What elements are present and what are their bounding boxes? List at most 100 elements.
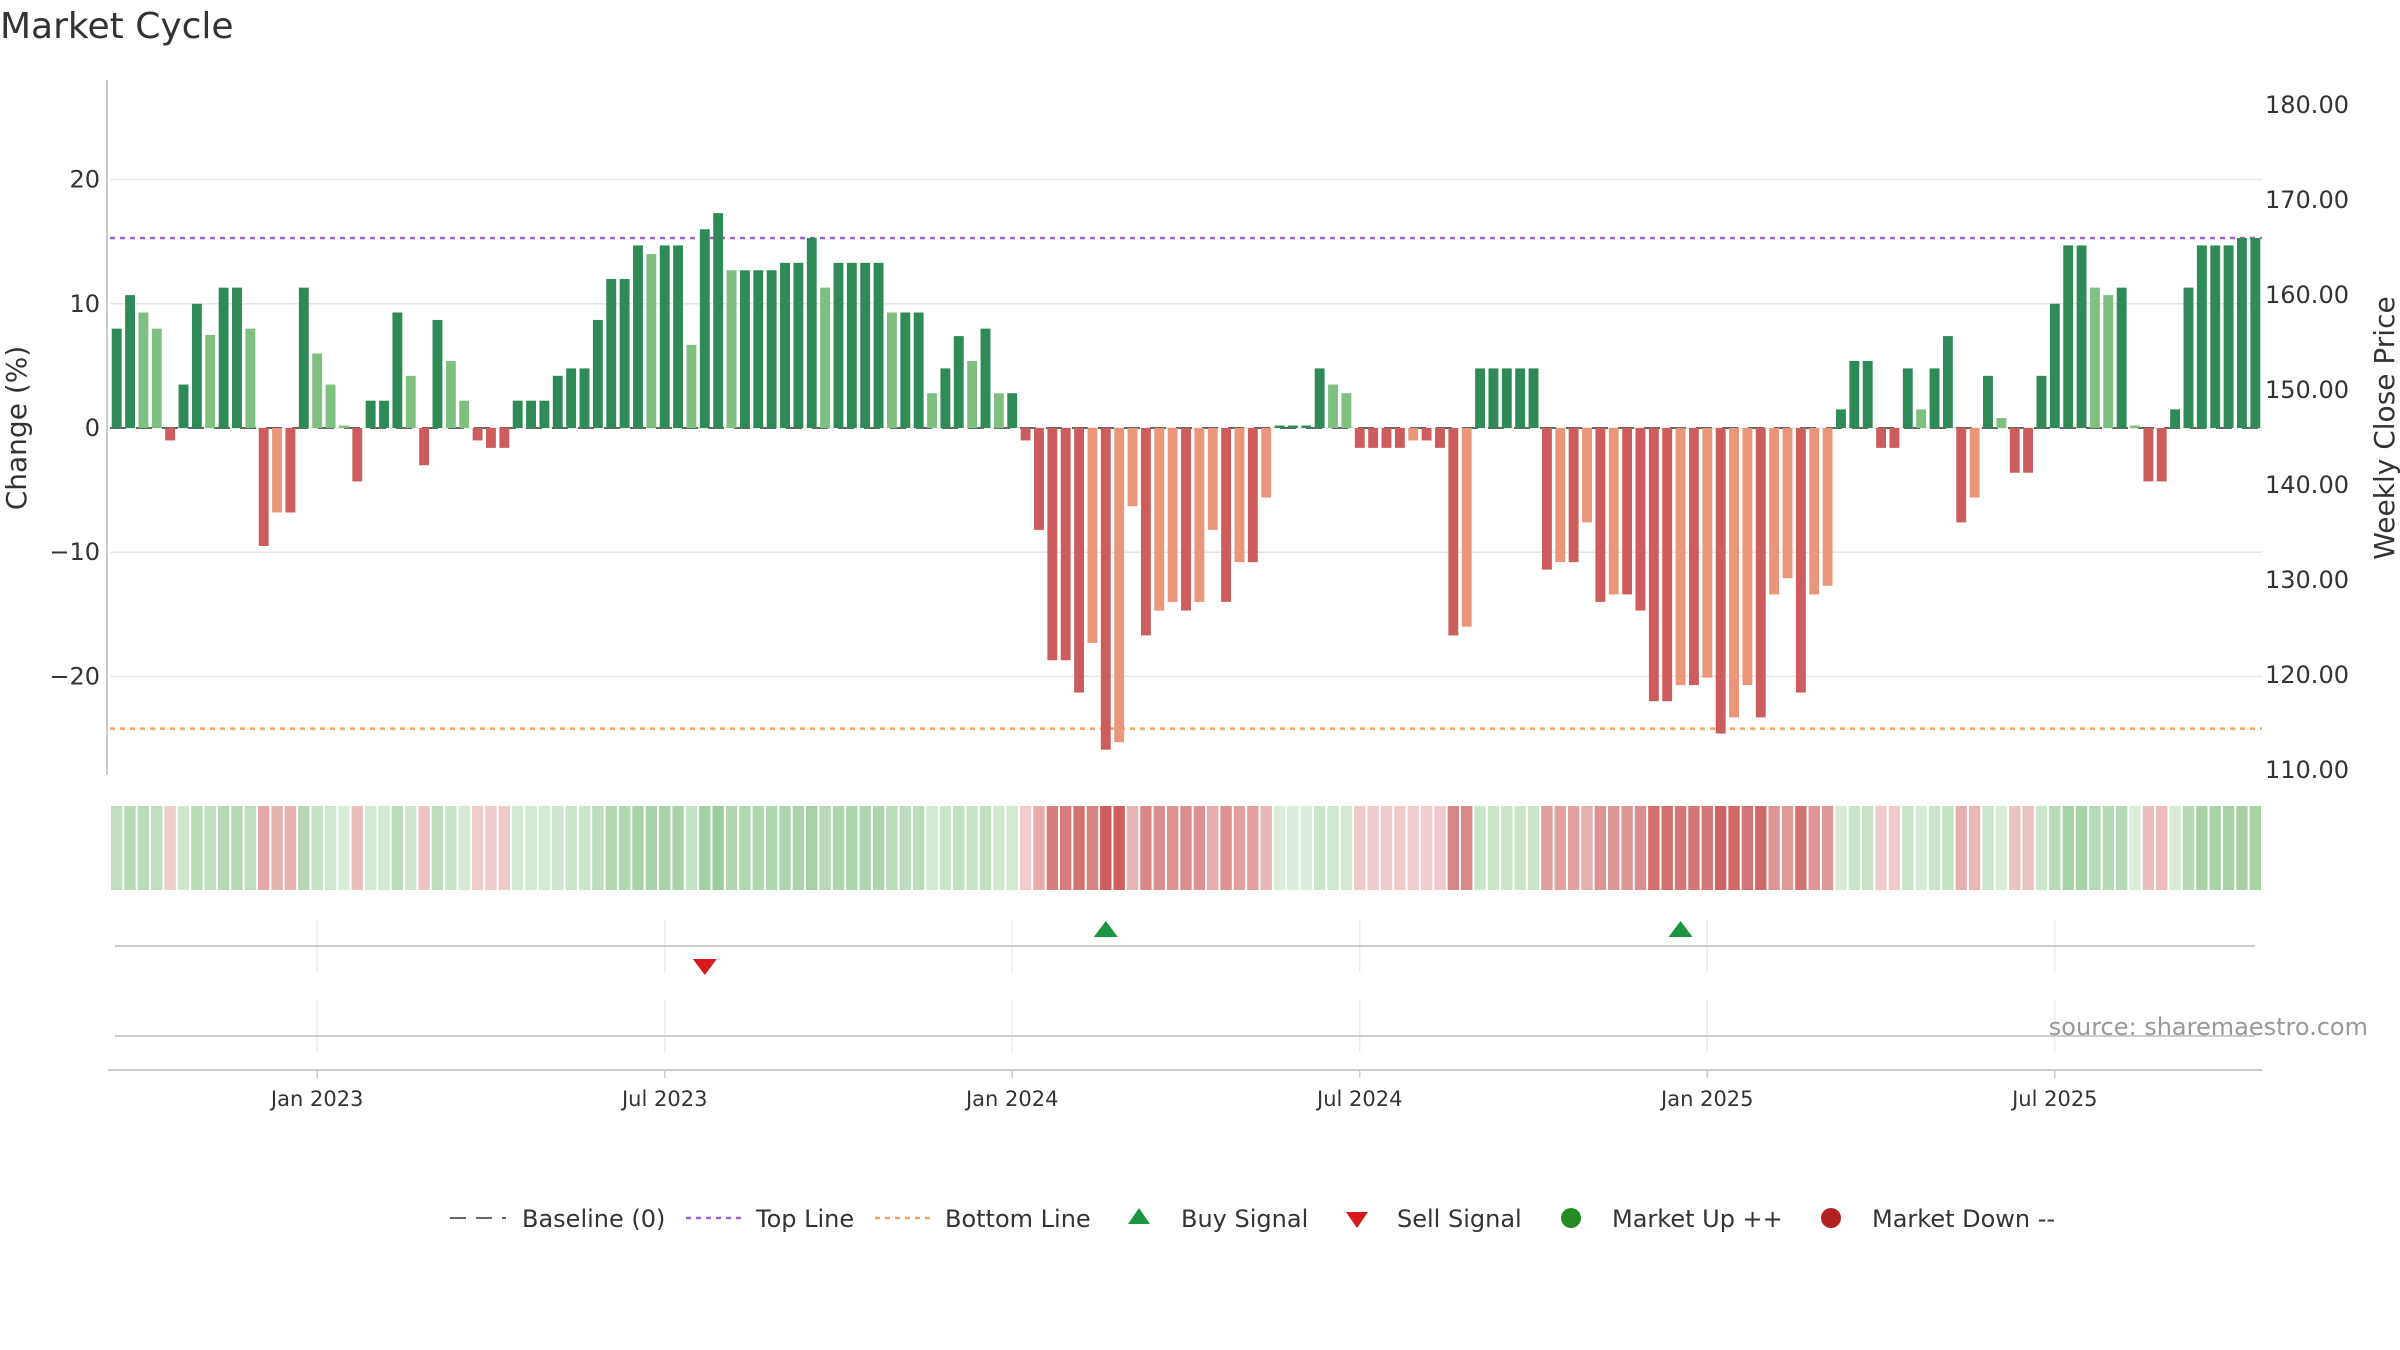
bar	[1902, 368, 1913, 428]
bar	[780, 262, 790, 428]
bar	[512, 400, 523, 428]
legend-item-down: Market Down --	[1821, 1205, 2055, 1233]
bar	[1582, 428, 1592, 523]
bar	[111, 328, 122, 428]
bar	[686, 344, 697, 428]
heat-cell	[659, 806, 671, 890]
heat-cell	[2236, 806, 2248, 890]
bar	[325, 384, 336, 428]
bar	[1435, 428, 1445, 448]
heat-cell	[418, 806, 430, 890]
y-tick-label: 0	[85, 414, 100, 442]
heat-cell	[592, 806, 604, 890]
bar	[2116, 287, 2127, 428]
legend-up-icon	[1561, 1208, 1581, 1228]
heat-cell	[1407, 806, 1419, 890]
heat-cell	[618, 806, 631, 890]
buy-signal-marker	[1093, 921, 1118, 937]
legend-label: Bottom Line	[945, 1205, 1091, 1233]
bar	[713, 213, 724, 428]
heat-cell	[1086, 806, 1099, 890]
bar	[2063, 245, 2074, 428]
bar	[927, 393, 937, 428]
heat-cell	[1380, 806, 1393, 890]
heat-cell	[1768, 806, 1780, 890]
heat-cell	[2062, 806, 2074, 890]
heat-cell	[525, 806, 537, 890]
heat-cell	[2142, 806, 2155, 890]
bar	[566, 368, 577, 428]
bar	[245, 328, 256, 428]
bar	[1007, 393, 1018, 428]
heat-cell	[859, 806, 871, 890]
heat-cell	[471, 806, 484, 890]
heat-cell	[712, 806, 724, 890]
x-tick-label: Jul 2023	[620, 1087, 707, 1111]
bar	[379, 400, 389, 428]
heat-cell	[538, 806, 551, 890]
bar	[619, 278, 630, 428]
heat-cell	[1514, 806, 1526, 890]
bar	[673, 245, 684, 428]
bar	[191, 303, 202, 428]
heat-cell	[1875, 806, 1887, 890]
bar	[1234, 428, 1245, 563]
y2-axis-label: Weekly Close Price	[2368, 296, 2400, 559]
heat-cell	[124, 806, 136, 890]
heat-cell	[779, 806, 791, 890]
heat-cell	[2102, 806, 2114, 890]
bar	[940, 368, 951, 428]
bar	[592, 319, 603, 428]
heat-cell	[351, 806, 363, 890]
y2-tick-label: 130.00	[2265, 566, 2349, 594]
heat-cell	[1955, 806, 1967, 890]
heat-cell	[886, 806, 898, 890]
bar	[1394, 428, 1405, 448]
bar	[1849, 360, 1860, 428]
axes: Change (%) Weekly Close Price	[0, 80, 2400, 775]
heat-cell	[565, 806, 577, 890]
heat-cell	[2075, 806, 2088, 890]
heat-cell	[1487, 806, 1500, 890]
bar	[1247, 428, 1258, 563]
heat-cell	[1795, 806, 1807, 890]
heat-cell	[2209, 806, 2221, 890]
heat-cell	[1634, 806, 1647, 890]
heat-cell	[993, 806, 1005, 890]
heat-cell	[2089, 806, 2101, 890]
heat-cell	[1113, 806, 1125, 890]
legend-label: Market Down --	[1872, 1205, 2055, 1233]
bar	[232, 287, 242, 428]
y-tick-label: −10	[49, 538, 100, 566]
bar	[405, 375, 416, 428]
heat-cell	[244, 806, 257, 890]
bar	[1100, 428, 1111, 750]
legend-item-up: Market Up ++	[1561, 1205, 1783, 1233]
bar	[1341, 393, 1352, 428]
bar	[1167, 428, 1178, 602]
heat-cell	[966, 806, 978, 890]
bar	[1555, 428, 1566, 563]
heat-cell	[1648, 806, 1660, 890]
bar	[2237, 237, 2247, 428]
heat-cell	[2169, 806, 2181, 890]
bar	[1060, 428, 1071, 661]
heat-cell	[111, 806, 123, 890]
bar	[312, 353, 323, 428]
y-tick-label: 20	[69, 166, 100, 194]
bar	[1809, 428, 1820, 595]
bar	[1368, 428, 1379, 448]
heat-cell	[806, 806, 818, 890]
bar	[873, 262, 884, 428]
bar	[1408, 428, 1419, 441]
heat-cell	[1327, 806, 1339, 890]
bar	[967, 360, 978, 428]
legend-item-sell: Sell Signal	[1346, 1205, 1522, 1233]
heat-cell	[1835, 806, 1847, 890]
heat-cell	[725, 806, 738, 890]
heat-cell	[1755, 806, 1767, 890]
bar	[1114, 428, 1125, 743]
heat-cell	[1674, 806, 1687, 890]
heat-cell	[1273, 806, 1286, 890]
heat-cell	[832, 806, 845, 890]
